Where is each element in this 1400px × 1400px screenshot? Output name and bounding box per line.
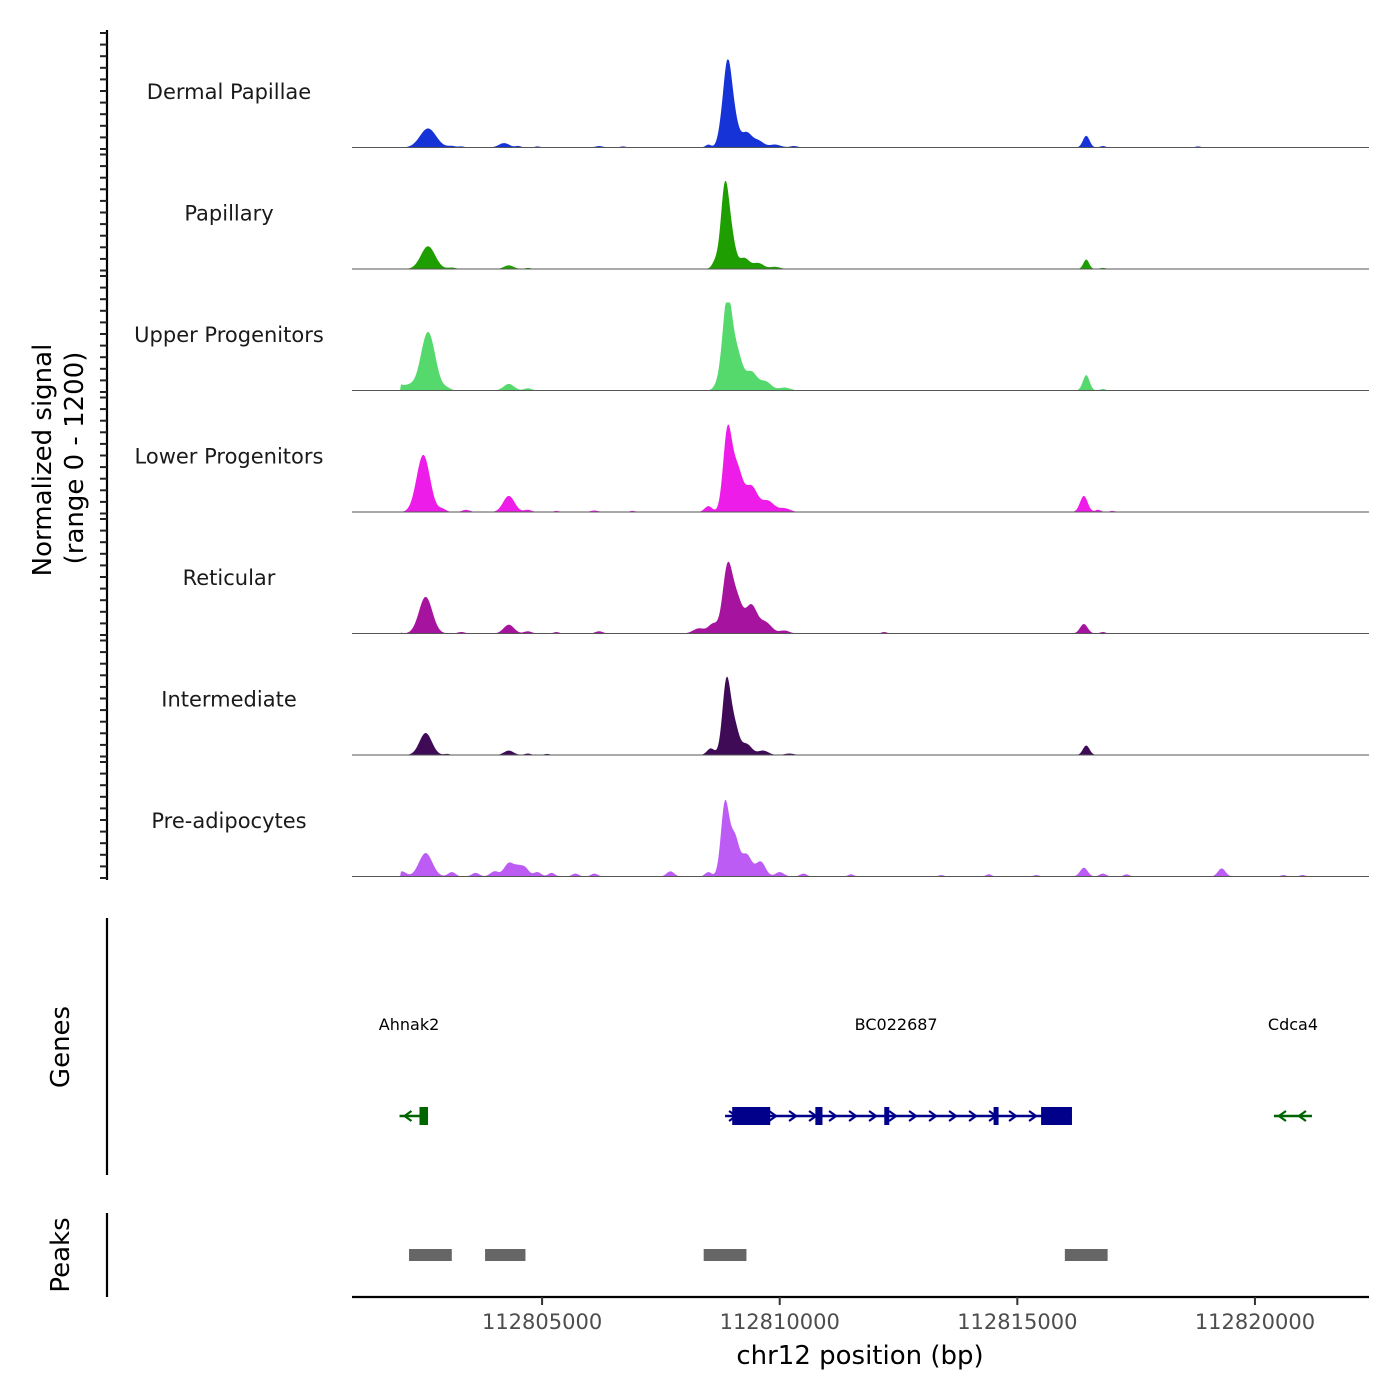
exon bbox=[993, 1107, 999, 1125]
strand-arrow bbox=[948, 1110, 958, 1122]
track-label: Pre-adipocytes bbox=[151, 809, 306, 833]
coverage-y-ticks bbox=[100, 32, 107, 879]
x-axis-title: chr12 position (bp) bbox=[736, 1341, 983, 1371]
strand-arrow bbox=[1277, 1110, 1287, 1122]
exon bbox=[1041, 1107, 1072, 1125]
strand-arrow bbox=[1008, 1110, 1018, 1122]
strand-arrow bbox=[402, 1110, 413, 1122]
strand-arrow bbox=[908, 1110, 918, 1122]
track-lower-progenitors: Lower Progenitors bbox=[135, 424, 1369, 513]
exon bbox=[419, 1107, 429, 1125]
signal-area bbox=[352, 424, 1369, 512]
signal-area bbox=[352, 302, 1369, 391]
track-intermediate: Intermediate bbox=[161, 676, 1369, 756]
track-label: Reticular bbox=[183, 566, 276, 590]
track-dermal-papillae: Dermal Papillae bbox=[147, 59, 1369, 148]
strand-arrow bbox=[968, 1110, 978, 1122]
gene-ahnak2: Ahnak2 bbox=[379, 1015, 439, 1125]
peak-regions bbox=[409, 1249, 1108, 1261]
strand-arrow bbox=[788, 1110, 798, 1122]
gene-bc022687: BC022687 bbox=[725, 1015, 1072, 1125]
exon bbox=[884, 1107, 890, 1125]
y-axis-range: (range 0 - 1200) bbox=[60, 352, 90, 565]
x-tick-label: 112815000 bbox=[957, 1310, 1077, 1334]
signal-area bbox=[352, 799, 1369, 877]
gene-label: BC022687 bbox=[855, 1015, 938, 1034]
strand-arrow bbox=[1028, 1110, 1038, 1122]
track-label: Dermal Papillae bbox=[147, 80, 311, 104]
gene-label: Ahnak2 bbox=[379, 1015, 439, 1034]
x-tick-label: 112805000 bbox=[482, 1310, 602, 1334]
genes-panel-label: Genes bbox=[46, 1006, 76, 1088]
signal-area bbox=[352, 561, 1369, 634]
strand-arrow bbox=[928, 1110, 938, 1122]
track-label: Lower Progenitors bbox=[135, 445, 324, 469]
gene-label: Cdca4 bbox=[1268, 1015, 1318, 1034]
exon bbox=[732, 1107, 771, 1125]
track-label: Intermediate bbox=[161, 688, 297, 712]
x-axis-ticks: 112805000 112810000 112815000 112820000 bbox=[482, 1297, 1315, 1334]
x-tick-label: 112820000 bbox=[1195, 1310, 1315, 1334]
y-axis-title: Normalized signal bbox=[28, 344, 58, 577]
strand-arrow bbox=[888, 1110, 898, 1122]
track-label: Upper Progenitors bbox=[134, 323, 324, 347]
strand-arrow bbox=[828, 1110, 838, 1122]
signal-area bbox=[352, 181, 1369, 269]
gene-annotations: Ahnak2 BC022687 Cdca4 bbox=[379, 1015, 1318, 1125]
track-pre-adipocytes: Pre-adipocytes bbox=[151, 799, 1369, 877]
track-reticular: Reticular bbox=[183, 561, 1369, 634]
track-label: Papillary bbox=[184, 202, 273, 226]
peak-region bbox=[409, 1249, 452, 1261]
peak-region bbox=[1064, 1249, 1108, 1261]
signal-area bbox=[352, 59, 1369, 148]
signal-area bbox=[352, 676, 1369, 755]
peaks-panel-label: Peaks bbox=[46, 1217, 76, 1292]
strand-arrow bbox=[768, 1110, 778, 1122]
strand-arrow bbox=[848, 1110, 858, 1122]
exon bbox=[815, 1107, 823, 1125]
gene-cdca4: Cdca4 bbox=[1268, 1015, 1318, 1122]
strand-arrow bbox=[868, 1110, 878, 1122]
x-tick-label: 112810000 bbox=[720, 1310, 840, 1334]
track-papillary: Papillary bbox=[184, 181, 1369, 270]
peak-region bbox=[703, 1249, 747, 1261]
peak-region bbox=[485, 1249, 526, 1261]
coverage-tracks: Dermal Papillae Papillary Upper Progenitor… bbox=[134, 59, 1369, 877]
strand-arrow bbox=[1297, 1110, 1307, 1122]
track-upper-progenitors: Upper Progenitors bbox=[134, 302, 1369, 391]
